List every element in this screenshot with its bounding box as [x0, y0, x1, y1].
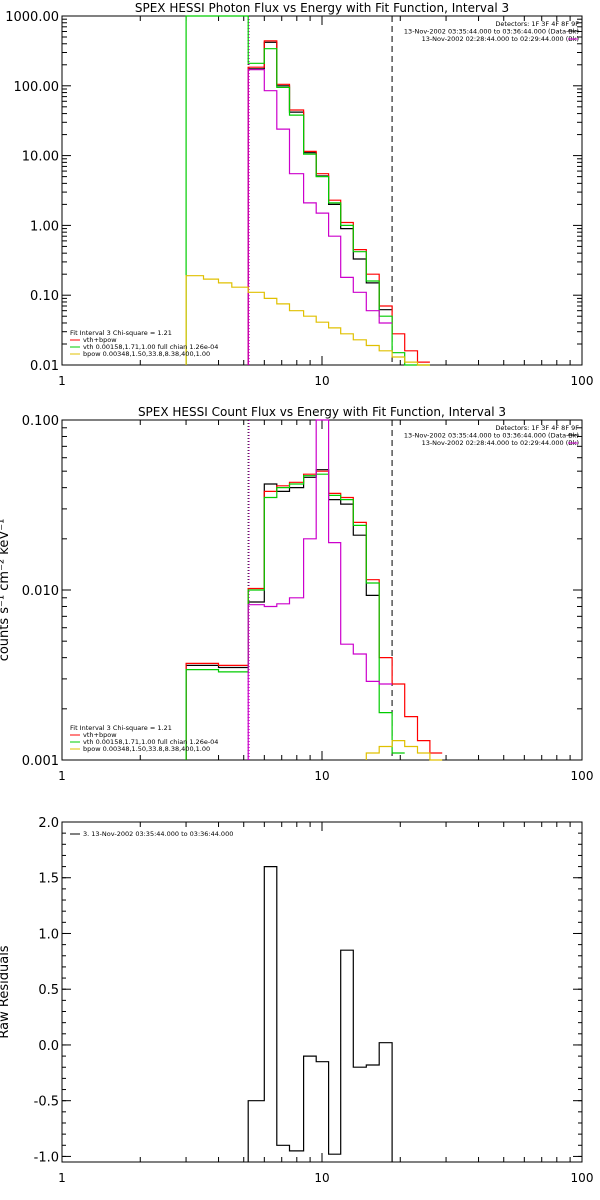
header-line-2: 13-Nov-2002 03:35:44.000 to 03:36:44.000… — [404, 28, 579, 36]
series-residuals — [247, 866, 393, 1162]
series-bpow — [185, 275, 430, 366]
chart-panel-1: SPEX HESSI Photon Flux vs Energy with Fi… — [5, 1, 593, 388]
y-tick-label: 1000.00 — [5, 10, 59, 25]
series-background — [247, 419, 393, 760]
x-tick-label: 100 — [571, 1171, 594, 1185]
x-tick-label: 10 — [314, 1171, 329, 1185]
y-tick-label: 1.5 — [38, 872, 59, 887]
series-bpow — [365, 740, 443, 761]
y-tick-label: 0.010 — [22, 584, 59, 599]
header-line-2: 13-Nov-2002 03:35:44.000 to 03:36:44.000… — [404, 432, 579, 440]
chart-panel-3: 1 10 100 2.0 1.5 1.0 0.5 0.0 -0.5 -1.0 Raw Residua… — [0, 816, 593, 1185]
legend-label: vth 0.00158,1.71,1.00 full chian 1.26e-0… — [83, 343, 218, 351]
header-line-1: Detectors: 1F 3F 4F 8F 9F — [495, 20, 579, 28]
x-tick-label: 1 — [58, 769, 66, 783]
chart-title: SPEX HESSI Count Flux vs Energy with Fit… — [138, 405, 506, 419]
y-tick-label: -0.5 — [34, 1095, 59, 1110]
legend-label: bpow 0.00348,1.50,33.8,8.38,400,1.00 — [83, 350, 210, 358]
x-tick-label: 10 — [314, 374, 329, 388]
legend-label: vth 0.00158,1.71,1.00 full chian 1.26e-0… — [83, 738, 218, 746]
plot-frame — [61, 15, 583, 366]
x-tick-label: 100 — [571, 374, 594, 388]
y-tick-label: 1.00 — [30, 219, 59, 234]
legend-label: 3. 13-Nov-2002 03:35:44.000 to 03:36:44.… — [83, 830, 233, 838]
y-tick-label: 100.00 — [14, 80, 60, 95]
legend-title: Fit Interval 3 Chi-square = 1.21 — [70, 724, 172, 732]
x-tick-label: 1 — [58, 1171, 66, 1185]
x-tick-label: 1 — [58, 374, 66, 388]
y-tick-label: -1.0 — [34, 1150, 59, 1165]
legend-label: vth+bpow — [83, 731, 117, 739]
series-fit_total — [185, 470, 443, 760]
x-tick-label: 100 — [571, 769, 594, 783]
y-tick-label: 0.100 — [22, 414, 59, 429]
y-axis-label: counts s⁻¹ cm⁻² keV⁻¹ — [0, 519, 12, 662]
legend-title: Fit Interval 3 Chi-square = 1.21 — [70, 329, 172, 337]
header-line-1: Detectors: 1F 3F 4F 8F 9F — [495, 424, 579, 432]
legend-label: vth+bpow — [83, 336, 117, 344]
series-data — [185, 469, 380, 760]
y-tick-label: 0.5 — [38, 983, 59, 998]
x-tick-label: 10 — [314, 769, 329, 783]
y-axis-label: Raw Residuals — [0, 945, 12, 1038]
series-background — [247, 69, 393, 365]
y-tick-label: 0.10 — [30, 289, 59, 304]
y-tick-label: 2.0 — [38, 816, 59, 831]
series-vth — [185, 15, 430, 366]
y-tick-label: 1.0 — [38, 927, 59, 942]
y-tick-label: 10.00 — [22, 150, 59, 165]
y-tick-label: 0.0 — [38, 1039, 59, 1054]
plot-frame — [61, 821, 583, 1163]
series-vth — [185, 473, 405, 760]
y-tick-label: 0.01 — [30, 359, 59, 374]
legend-label: bpow 0.00348,1.50,33.8,8.38,400,1.00 — [83, 745, 210, 753]
chart-panel-2: SPEX HESSI Count Flux vs Energy with Fit… — [0, 405, 593, 783]
chart-title: SPEX HESSI Photon Flux vs Energy with Fi… — [135, 1, 509, 15]
header-line-3: 13-Nov-2002 02:28:44.000 to 02:29:44.000… — [422, 439, 579, 447]
y-tick-label: 0.001 — [22, 754, 59, 769]
header-line-3: 13-Nov-2002 02:28:44.000 to 02:29:44.000… — [422, 35, 579, 43]
